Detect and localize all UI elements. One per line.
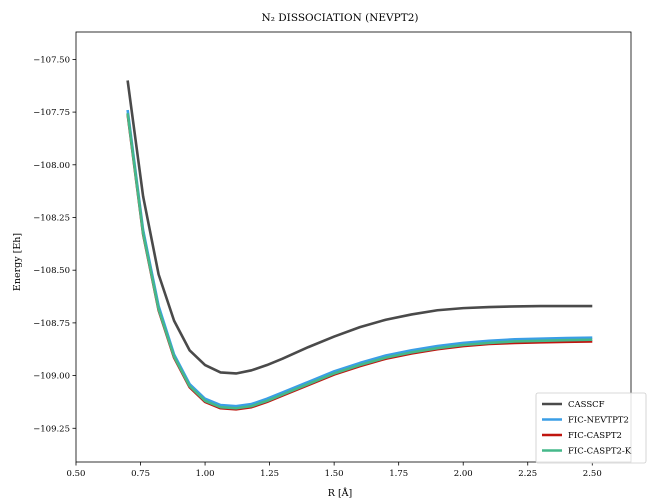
plot-frame <box>75 31 632 463</box>
series-line-fic-caspt2-k <box>126 112 593 410</box>
legend-label: CASSCF <box>568 400 605 410</box>
y-tick-label: −109.25 <box>33 424 70 434</box>
y-tick-label: −107.50 <box>33 55 70 65</box>
series-layer <box>126 80 593 411</box>
y-tick-label: −108.00 <box>33 161 70 171</box>
x-axis: 0.50 0.75 1.00 1.25 1.50 1.75 2.00 2.25 2.50 <box>67 462 602 479</box>
plot-area <box>75 31 632 463</box>
series-line-fic-nevtpt2 <box>126 109 593 408</box>
y-tick-label: −109.00 <box>33 372 70 382</box>
y-axis-label: Energy [Eh] <box>12 233 23 291</box>
y-tick-label: −108.50 <box>33 266 70 276</box>
legend-label: FIC-CASPT2-K <box>568 447 632 457</box>
x-axis-label: R [Å] <box>328 487 352 499</box>
x-tick-label: 1.50 <box>325 469 344 479</box>
y-tick-label: −108.75 <box>33 319 70 329</box>
legend-box <box>535 392 647 464</box>
y-axis: −107.50 −107.75 −108.00 −108.25 −108.50 −108.… <box>33 55 76 434</box>
x-tick-label: 2.00 <box>454 469 473 479</box>
y-tick-label: −108.25 <box>33 213 70 223</box>
x-tick-label: 1.00 <box>196 469 215 479</box>
x-tick-label: 1.75 <box>389 469 408 479</box>
x-tick-label: 0.75 <box>131 469 150 479</box>
legend-label: FIC-CASPT2 <box>568 431 622 441</box>
legend-label: FIC-NEVTPT2 <box>568 416 629 426</box>
y-tick-label: −107.75 <box>33 108 70 118</box>
x-tick-label: 2.25 <box>518 469 537 479</box>
x-tick-label: 1.25 <box>260 469 279 479</box>
x-tick-label: 2.50 <box>583 469 602 479</box>
series-line-casscf <box>126 80 593 375</box>
x-tick-label: 0.50 <box>67 469 86 479</box>
chart-title: N₂ DISSOCIATION (NEVPT2) <box>262 12 419 24</box>
legend: CASSCF FIC-NEVTPT2 FIC-CASPT2 FIC-CASPT2-K <box>535 392 647 464</box>
